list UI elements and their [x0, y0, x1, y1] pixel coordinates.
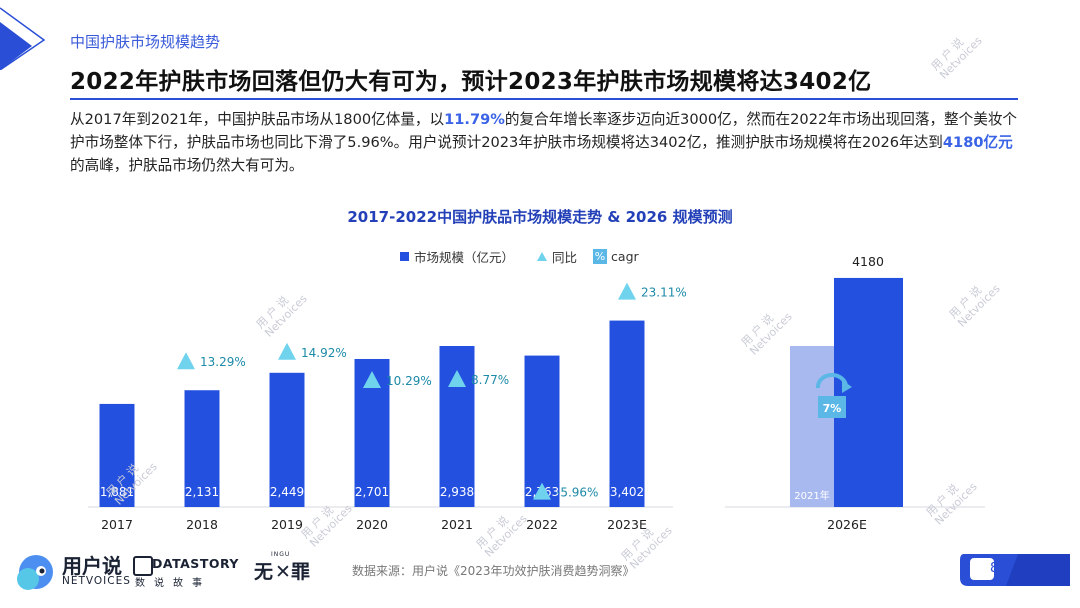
bar-2018	[184, 390, 220, 507]
summary-paragraph: 从2017年到2021年，中国护肤品市场从1800亿体量，以11.79%的复合年…	[70, 108, 1022, 177]
summary-text-1: 从2017年到2021年，中国护肤品市场从1800亿体量，以	[70, 111, 445, 128]
title-divider	[70, 98, 1018, 100]
page-badge	[960, 554, 1070, 586]
datastory-logo-text: DATASTORY	[152, 556, 239, 571]
x-tick-label-2021: 2021	[441, 517, 473, 532]
x-tick-label-2018: 2018	[186, 517, 218, 532]
yoy-label-2019: 14.92%	[301, 346, 347, 360]
legend-bar-swatch	[400, 252, 409, 261]
forecast-value-label: 4180	[852, 254, 884, 269]
legend-cagr-icon: %	[593, 249, 608, 264]
x-tick-label-2020: 2020	[356, 517, 388, 532]
forecast-base-label: 2021年	[794, 489, 829, 502]
datastory-logo-cn: 数说故事	[135, 578, 211, 589]
yoy-marker-2023E	[618, 282, 636, 300]
legend-yoy-triangle-icon	[537, 252, 548, 261]
cagr-arrow-icon	[842, 380, 852, 393]
yoy-label-2018: 13.29%	[200, 355, 246, 369]
bar-2017	[99, 403, 135, 507]
wuzui-cross-icon: ✕	[275, 561, 293, 583]
bar-2019	[269, 372, 305, 507]
yoy-label-2023E: 23.11%	[641, 286, 687, 300]
forecast-base-bar	[790, 345, 834, 507]
yoy-marker-2021	[448, 369, 466, 387]
legend-bar-label: 市场规模（亿元）	[414, 250, 515, 265]
wuzui-logo-sub: INGU	[271, 551, 291, 558]
cagr-badge-label: 7%	[823, 402, 842, 415]
x-tick-label-2017: 2017	[101, 517, 133, 532]
wuzui-logo-left: 无	[254, 561, 276, 583]
bar-value-label-2021: 2,938	[440, 485, 474, 499]
bar-value-label-2023E: 3,402	[610, 485, 644, 499]
yoy-marker-2019	[278, 342, 296, 360]
chart-title: 2017-2022中国护肤品市场规模走势 & 2026 规模预测	[347, 208, 733, 226]
x-tick-label-2019: 2019	[271, 517, 303, 532]
legend-yoy-label: 同比	[552, 250, 578, 265]
bar-value-label-2020: 2,701	[355, 485, 389, 499]
cagr-badge	[818, 396, 846, 418]
page-title: 2022年护肤市场回落但仍大有可为，预计2023年护肤市场规模将达3402亿	[70, 69, 872, 95]
brand-name-en: NETVOICES	[62, 575, 131, 587]
forecast-bar	[834, 277, 903, 507]
bar-value-label-2019: 2,449	[270, 485, 304, 499]
x-tick-label-2023E: 2023E	[607, 517, 647, 532]
datastory-logo-icon	[133, 556, 153, 576]
x-tick-label-2022: 2022	[526, 517, 558, 532]
wuzui-logo-right: 罪	[291, 561, 313, 583]
netvoices-logo-icon	[17, 555, 53, 590]
summary-text-2: 的复合年增长率逐步迈向近3000亿，然而在2022年市场出现回落，整个美妆个护市…	[70, 111, 1018, 151]
bar-2023E	[609, 320, 645, 507]
brand-name: 用户说	[62, 554, 122, 578]
data-source: 数据来源：用户说《2023年功效护肤消费趋势洞察》	[352, 564, 635, 578]
yoy-marker-2018	[177, 352, 195, 370]
corner-decoration	[0, 7, 46, 70]
forecast-x-tick-label: 2026E	[827, 517, 867, 532]
bar-value-label-2017: 1,881	[100, 485, 134, 499]
summary-text-3: 的高峰，护肤品市场仍然大有可为。	[70, 157, 304, 174]
yoy-label-2021: 8.77%	[471, 373, 509, 387]
summary-highlight-forecast: 4180亿元	[942, 134, 1013, 151]
wuzui-logo: 无✕罪	[254, 557, 312, 584]
yoy-marker-2022	[533, 482, 551, 500]
chart-legend: 市场规模（亿元） 同比 % cagr	[400, 247, 639, 266]
yoy-marker-2020	[363, 370, 381, 388]
yoy-label-2020: 10.29%	[386, 374, 432, 388]
legend-cagr-label: cagr	[611, 249, 639, 264]
page-number: 8	[990, 561, 999, 576]
summary-highlight-cagr: 11.79%	[444, 111, 505, 128]
cagr-arc-icon	[815, 372, 848, 389]
bar-2022	[524, 355, 560, 507]
section-label: 中国护肤市场规模趋势	[70, 33, 221, 51]
yoy-label-2022: -5.96%	[556, 486, 598, 500]
bar-value-label-2018: 2,131	[185, 485, 219, 499]
